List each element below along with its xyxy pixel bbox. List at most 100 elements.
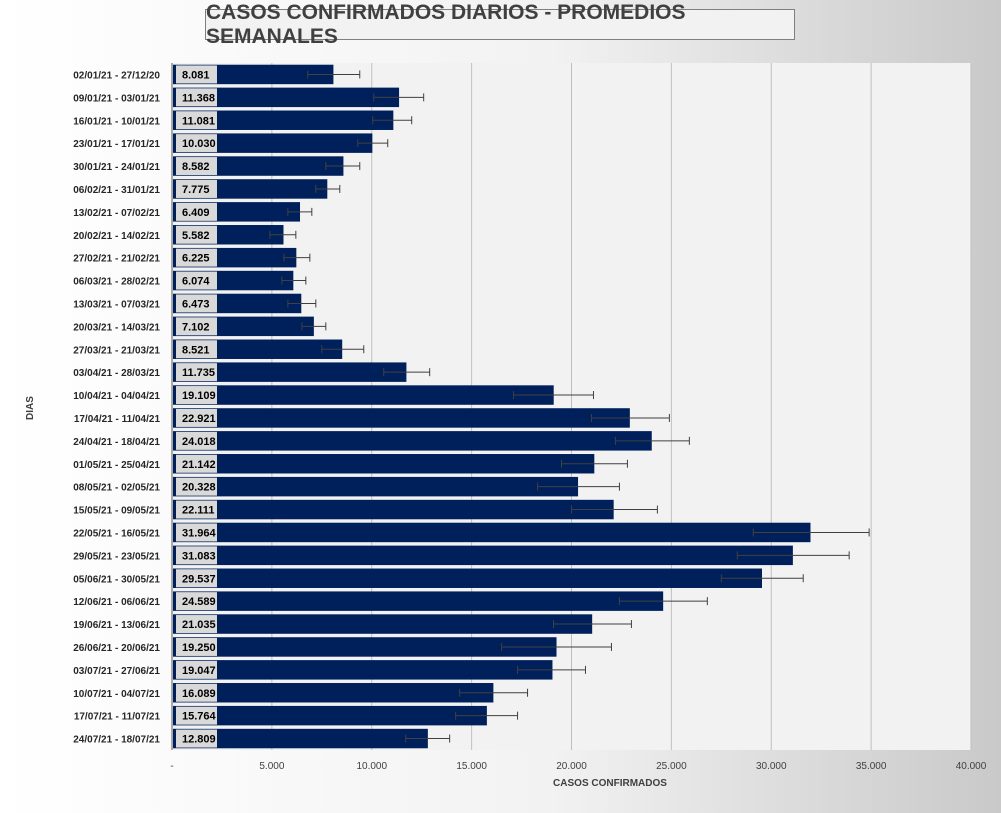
data-label: 7.102 — [182, 321, 210, 333]
data-label: 31.964 — [182, 527, 217, 539]
data-label-box — [176, 454, 217, 473]
data-label: 7.775 — [182, 184, 210, 196]
y-axis-label: DIAS — [25, 396, 36, 420]
data-label: 16.089 — [182, 688, 216, 700]
data-label: 24.018 — [182, 436, 216, 448]
data-label-box — [176, 683, 217, 702]
x-tick-label: 15.000 — [456, 761, 487, 772]
category-label: 29/05/21 - 23/05/21 — [73, 551, 160, 562]
bar — [173, 133, 373, 153]
category-label: 23/01/21 - 17/01/21 — [73, 139, 160, 150]
bar — [173, 705, 487, 726]
x-tick-labels: - 5.000 10.000 15.000 20.000 25.000 30.000 35.0… — [170, 761, 986, 772]
category-label: 13/02/21 - 07/02/21 — [73, 208, 160, 219]
data-label-box — [176, 615, 217, 634]
bar — [173, 522, 811, 543]
x-tick-label: 5.000 — [259, 761, 284, 772]
data-label-box — [176, 523, 217, 542]
data-label: 22.921 — [182, 413, 216, 425]
category-label: 22/05/21 - 16/05/21 — [73, 528, 160, 539]
data-label: 29.537 — [182, 573, 216, 585]
x-tick-label: 25.000 — [656, 761, 687, 772]
category-label: 12/06/21 - 06/06/21 — [73, 597, 160, 608]
data-label: 21.035 — [182, 619, 216, 631]
category-label: 03/04/21 - 28/03/21 — [73, 368, 160, 379]
category-label: 02/01/21 - 27/12/20 — [73, 70, 160, 81]
category-label: 30/01/21 - 24/01/21 — [73, 162, 160, 173]
data-label-box — [176, 248, 217, 267]
data-label-box — [176, 271, 217, 290]
data-label-box — [176, 431, 217, 450]
data-label-box — [176, 294, 217, 313]
category-label: 27/02/21 - 21/02/21 — [73, 254, 160, 265]
bar — [173, 431, 652, 451]
data-label-box — [176, 729, 217, 748]
data-label: 6.074 — [182, 276, 210, 288]
data-label: 31.083 — [182, 550, 216, 562]
bar — [173, 476, 579, 497]
data-label: 6.473 — [182, 298, 210, 310]
data-label: 19.047 — [182, 665, 216, 677]
category-label: 24/07/21 - 18/07/21 — [73, 735, 160, 746]
bar — [173, 545, 793, 566]
category-label: 01/05/21 - 25/04/21 — [73, 460, 160, 471]
data-label: 20.328 — [182, 482, 216, 494]
data-label-box — [176, 111, 217, 130]
category-label: 17/04/21 - 11/04/21 — [74, 414, 161, 425]
category-label: 16/01/21 - 10/01/21 — [73, 116, 160, 127]
bar — [173, 683, 494, 703]
x-tick-label: - — [170, 761, 173, 772]
data-label-box — [176, 637, 217, 656]
data-label: 19.250 — [182, 642, 216, 654]
data-label-box — [176, 408, 217, 427]
bar — [173, 408, 630, 428]
data-label-box — [176, 706, 217, 725]
data-label-box — [176, 157, 217, 176]
x-tick-label: 10.000 — [356, 761, 387, 772]
category-label: 26/06/21 - 20/06/21 — [73, 643, 160, 654]
category-label: 27/03/21 - 21/03/21 — [73, 345, 160, 356]
category-label: 05/06/21 - 30/05/21 — [73, 574, 160, 585]
x-tick-label: 40.000 — [956, 761, 987, 772]
data-label: 8.081 — [182, 69, 210, 81]
category-label: 09/01/21 - 03/01/21 — [73, 93, 160, 104]
data-label-box — [176, 179, 217, 198]
data-label: 10.030 — [182, 138, 216, 150]
data-label-box — [176, 317, 217, 336]
data-label: 15.764 — [182, 711, 217, 723]
bar — [173, 499, 614, 520]
bar — [173, 568, 763, 588]
category-label: 13/03/21 - 07/03/21 — [73, 299, 160, 310]
data-label: 8.582 — [182, 161, 210, 173]
category-labels: 02/01/21 - 27/12/20 09/01/21 - 03/01/21 16… — [73, 70, 160, 745]
bar — [173, 660, 553, 680]
data-label-box — [176, 477, 217, 496]
bar — [173, 614, 593, 634]
data-label-box — [176, 340, 217, 359]
data-label-box — [176, 134, 217, 153]
data-label: 8.521 — [182, 344, 210, 356]
category-label: 20/03/21 - 14/03/21 — [73, 322, 160, 333]
bar — [173, 454, 595, 474]
category-label: 20/02/21 - 14/02/21 — [73, 231, 160, 242]
bar — [173, 87, 400, 108]
category-label: 17/07/21 - 11/07/21 — [74, 712, 161, 723]
bar — [173, 728, 428, 749]
data-label-box — [176, 202, 217, 221]
data-label-box — [176, 500, 217, 519]
category-label: 08/05/21 - 02/05/21 — [73, 483, 160, 494]
category-label: 03/07/21 - 27/06/21 — [73, 666, 160, 677]
data-label-box — [176, 569, 217, 588]
data-label-box — [176, 592, 217, 611]
data-label: 5.582 — [182, 230, 210, 242]
category-label: 10/04/21 - 04/04/21 — [73, 391, 160, 402]
data-label: 11.735 — [182, 367, 215, 379]
category-label: 24/04/21 - 18/04/21 — [73, 437, 160, 448]
data-label: 6.409 — [182, 207, 210, 219]
bar — [173, 385, 554, 405]
data-label: 19.109 — [182, 390, 216, 402]
data-label: 24.589 — [182, 596, 216, 608]
grid-lines — [271, 63, 972, 750]
